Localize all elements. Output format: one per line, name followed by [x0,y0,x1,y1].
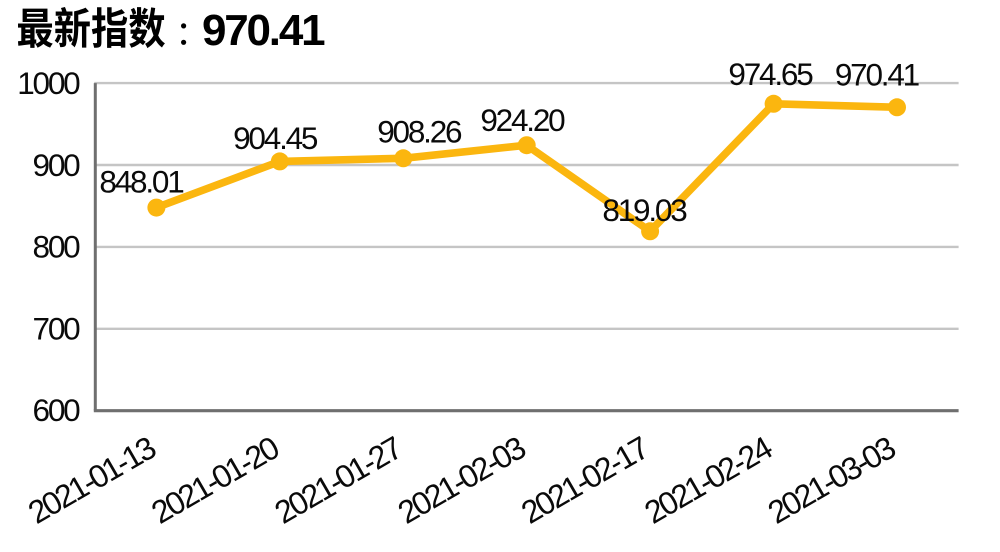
svg-text:924.20: 924.20 [480,102,565,138]
svg-text:904.45: 904.45 [233,120,318,156]
svg-text:970.41: 970.41 [202,6,325,55]
svg-text:908.26: 908.26 [377,114,462,150]
svg-text:848.01: 848.01 [99,164,183,200]
svg-text:900: 900 [33,147,81,183]
svg-text:819.03: 819.03 [602,192,687,228]
svg-text:974.65: 974.65 [728,56,813,92]
svg-text:600: 600 [33,392,81,428]
svg-text:1000: 1000 [17,65,80,101]
svg-text:970.41: 970.41 [835,57,919,93]
svg-text:700: 700 [33,310,81,346]
svg-text:800: 800 [33,229,81,265]
